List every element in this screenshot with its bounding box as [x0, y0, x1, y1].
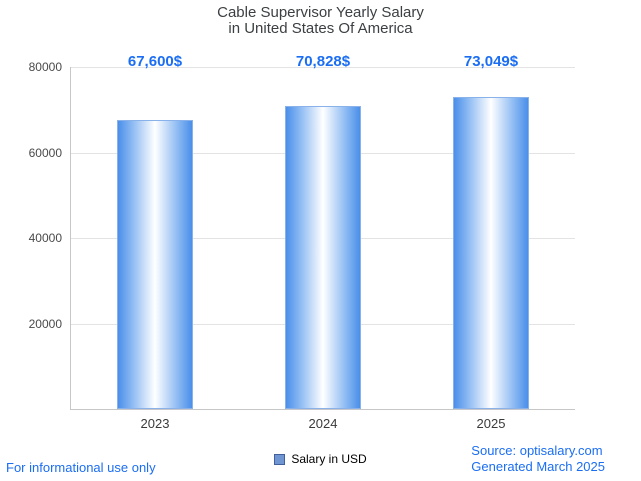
value-label-2024: 70,828$ — [295, 53, 351, 70]
y-axis-tick-40000: 40000 — [28, 231, 62, 245]
bar-2025 — [453, 96, 529, 409]
plot-area: 20000 40000 60000 80000 67,600$ 2023 70,828$ 20… — [29, 53, 575, 431]
x-axis-label-2024: 2024 — [308, 416, 338, 431]
x-axis-label-2025: 2025 — [476, 416, 506, 431]
bar-2023 — [117, 120, 193, 409]
y-axis-tick-80000: 80000 — [28, 60, 62, 74]
chart-area: 20000 40000 60000 80000 67,600$ 2023 70,828$ 20… — [29, 53, 575, 431]
chart-title: Cable Supervisor Yearly Salary in United… — [0, 5, 641, 37]
legend-swatch-icon — [274, 453, 286, 465]
chart-title-line2: in United States Of America — [228, 20, 413, 37]
source-attribution: Source: optisalary.com Generated March 2… — [471, 443, 605, 475]
chart-title-line1: Cable Supervisor Yearly Salary — [217, 4, 424, 21]
legend-label: Salary in USD — [291, 452, 367, 466]
bar-column-2024: 70,828$ 2024 — [239, 53, 407, 431]
source-line: Source: optisalary.com — [471, 443, 603, 458]
gridline-80000 — [71, 67, 575, 68]
x-axis-label-2023: 2023 — [140, 416, 170, 431]
bar-column-2023: 67,600$ 2023 — [71, 53, 239, 431]
value-label-2025: 73,049$ — [463, 53, 519, 70]
informational-note: For informational use only — [6, 460, 156, 475]
value-label-2023: 67,600$ — [127, 53, 183, 70]
legend: Salary in USD — [0, 452, 641, 466]
bar-2024 — [285, 106, 361, 409]
generated-line: Generated March 2025 — [471, 459, 605, 474]
y-axis-tick-60000: 60000 — [28, 145, 62, 160]
bar-column-2025: 73,049$ 2025 — [407, 53, 575, 431]
y-axis-tick-20000: 20000 — [28, 316, 62, 331]
